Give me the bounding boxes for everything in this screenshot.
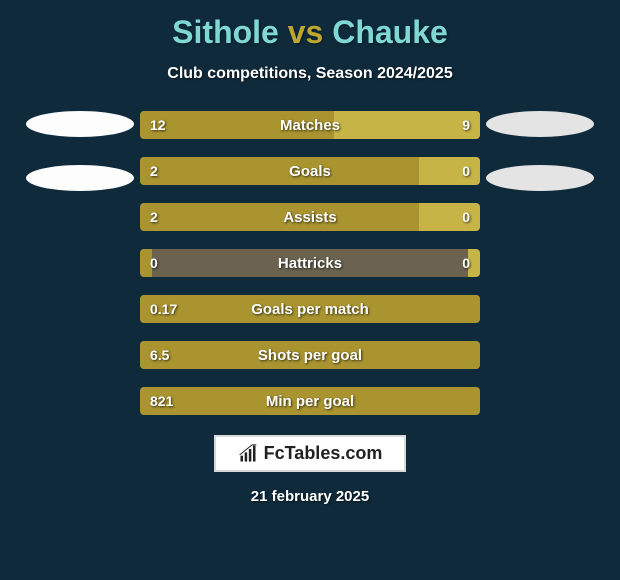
stat-row: 0.17Goals per match [140,295,480,323]
comparison-infographic: Sithole vs Chauke Club competitions, Sea… [0,0,620,580]
left-avatar-column [20,111,140,191]
stat-label: Goals per match [140,295,480,323]
stat-row: 821Min per goal [140,387,480,415]
chart-icon [238,444,258,464]
stat-row: 00Hattricks [140,249,480,277]
stat-label: Assists [140,203,480,231]
subtitle: Club competitions, Season 2024/2025 [167,65,452,83]
stat-row: 129Matches [140,111,480,139]
stat-label: Shots per goal [140,341,480,369]
stat-label: Goals [140,157,480,185]
stat-label: Min per goal [140,387,480,415]
stat-label: Hattricks [140,249,480,277]
logo-text: FcTables.com [264,443,383,464]
stat-bars: 129Matches 20Goals 20Assists 00Hattricks 0.1… [140,111,480,415]
main-content: 129Matches 20Goals 20Assists 00Hattricks 0.1… [0,111,620,415]
stat-row: 20Goals [140,157,480,185]
logo-box: FcTables.com [214,435,407,472]
player2-ellipse-1 [486,111,594,137]
vs-text: vs [288,14,324,50]
stat-row: 20Assists [140,203,480,231]
stat-label: Matches [140,111,480,139]
stat-row: 6.5Shots per goal [140,341,480,369]
footer-date: 21 february 2025 [251,488,369,505]
player1-name: Sithole [172,14,279,50]
player2-ellipse-2 [486,165,594,191]
right-avatar-column [480,111,600,191]
player2-name: Chauke [332,14,448,50]
page-title: Sithole vs Chauke [172,14,448,51]
player1-ellipse-1 [26,111,134,137]
player1-ellipse-2 [26,165,134,191]
